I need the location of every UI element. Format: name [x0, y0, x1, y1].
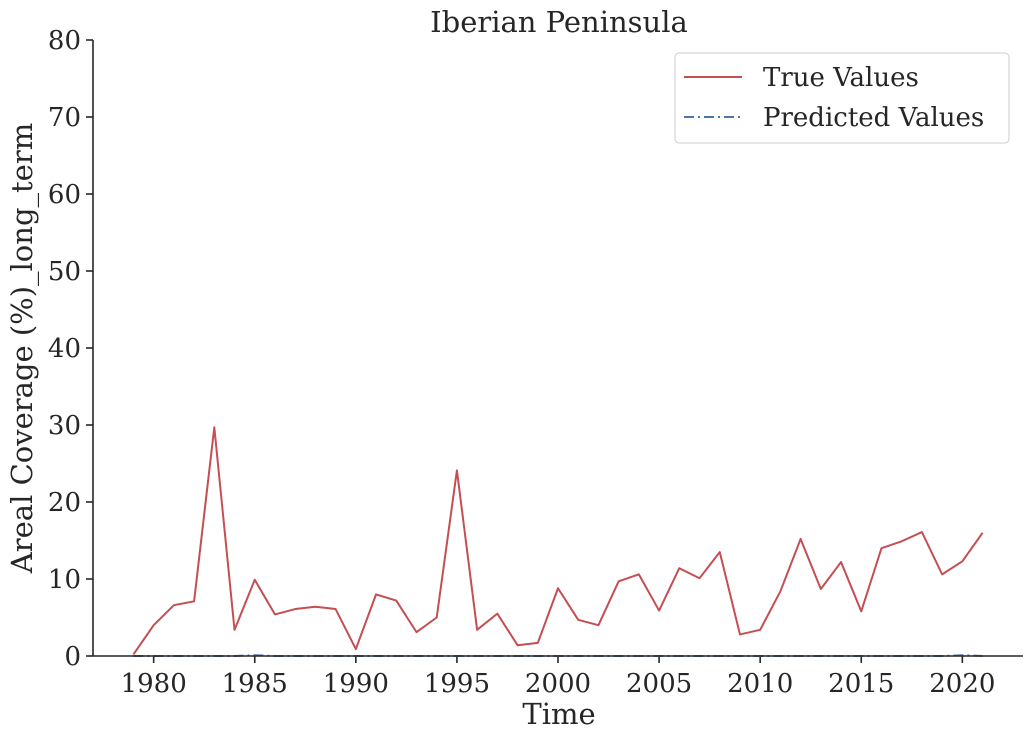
- x-tick-label: 2020: [929, 669, 995, 699]
- y-tick-label: 70: [48, 103, 81, 133]
- legend-frame: [674, 52, 1010, 144]
- x-tick-label: 2000: [525, 669, 591, 699]
- y-axis-label: Areal Coverage (%)_long_term: [5, 123, 40, 574]
- y-tick-label: 50: [48, 257, 81, 287]
- x-tick-label: 2015: [828, 669, 894, 699]
- y-tick-label: 40: [48, 334, 81, 364]
- y-axis-ticks: 0 10 20 30 40 50 60 70 80: [48, 26, 93, 672]
- y-tick-label: 20: [48, 488, 81, 518]
- y-tick-label: 30: [48, 411, 81, 441]
- x-tick-label: 1990: [323, 669, 389, 699]
- x-axis-label: Time: [522, 697, 595, 731]
- y-tick-label: 0: [64, 642, 81, 672]
- x-tick-label: 1985: [222, 669, 288, 699]
- legend: True Values Predicted Values: [674, 52, 1010, 144]
- chart-title: Iberian Peninsula: [430, 5, 688, 39]
- x-tick-label: 2005: [626, 669, 692, 699]
- legend-label-predicted-values: Predicted Values: [763, 103, 984, 133]
- y-tick-label: 60: [48, 180, 81, 210]
- x-tick-label: 1980: [121, 669, 187, 699]
- x-tick-label: 1995: [424, 669, 490, 699]
- y-tick-label: 80: [48, 26, 81, 56]
- x-tick-label: 2010: [727, 669, 793, 699]
- series-line-true-values: [132, 426, 984, 656]
- x-axis-ticks: 1980 1985 1990 1995 2000 2005 2010 2015 2020: [121, 656, 995, 699]
- legend-label-true-values: True Values: [763, 63, 919, 93]
- series-layer: [132, 426, 984, 657]
- y-tick-label: 10: [48, 565, 81, 595]
